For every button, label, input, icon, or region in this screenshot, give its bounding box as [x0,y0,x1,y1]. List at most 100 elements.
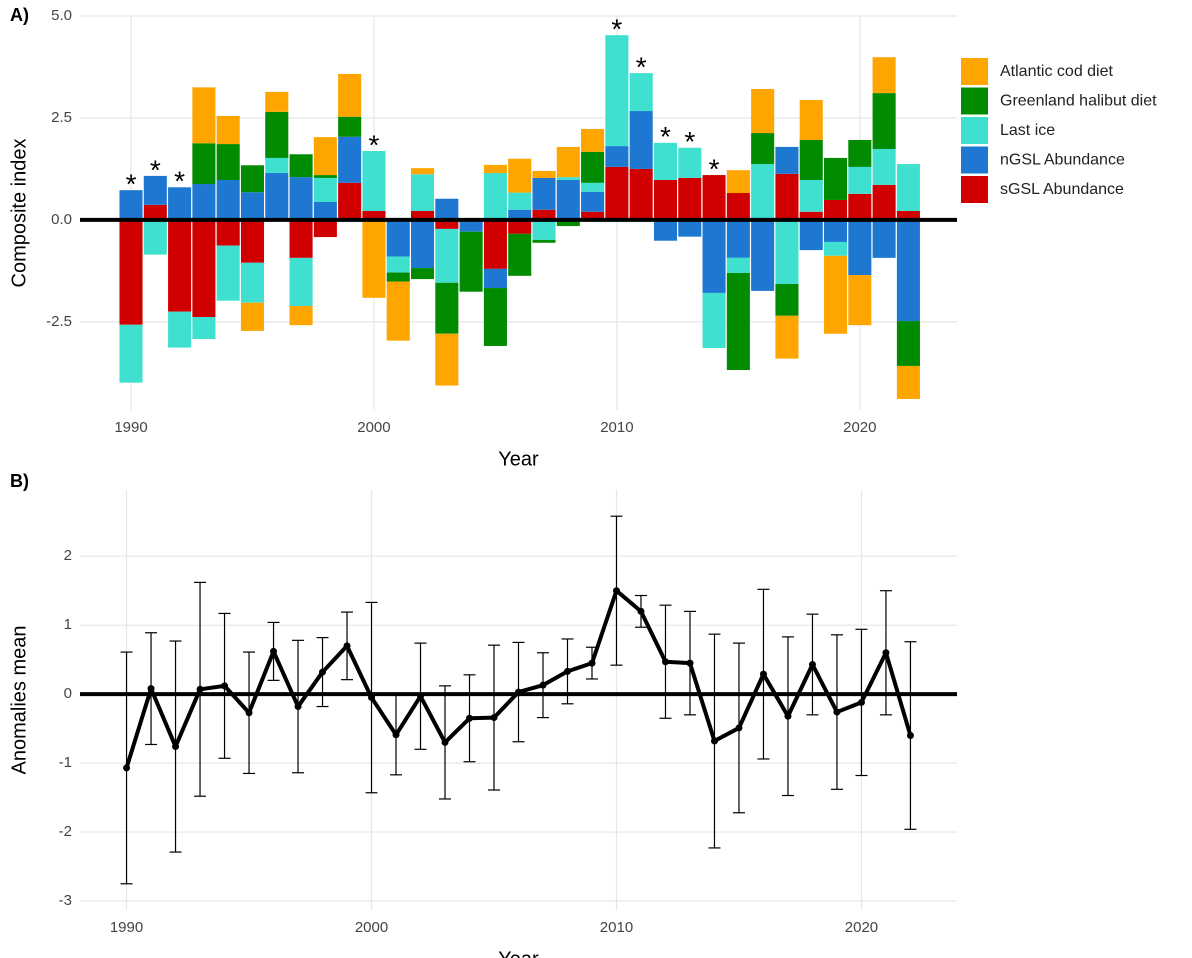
bar-segment [678,219,702,237]
bar-segment [872,184,896,220]
bar-segment [459,231,483,292]
x-axis-title: Year [498,448,539,470]
point [196,685,204,693]
point [270,647,278,655]
bar-segment [896,210,920,220]
bar-segment [240,262,265,303]
bar-segment [168,311,192,348]
y-axis-title: Anomalies mean [8,626,30,775]
bar-segment [192,143,216,185]
y-tick-label: -1 [59,754,72,771]
bar-segment [483,268,507,289]
bar-segment [799,139,823,180]
bar-segment [483,173,507,220]
point [784,712,792,720]
bar-segment [265,173,289,220]
bar-segment [556,219,580,227]
x-tick-label: 1990 [114,419,147,436]
point [882,649,890,657]
bar-segment [799,219,823,251]
point [294,703,302,711]
point [686,659,694,667]
bar-segment [338,73,362,117]
bar-segment [338,182,362,220]
bar-segment [192,87,216,144]
bar-segment [823,157,848,200]
bar-segment [532,219,556,240]
bar-segment [435,219,459,229]
bar-segment [799,100,823,140]
bar-segment [629,168,653,220]
bar-segment [872,219,896,258]
point [221,682,229,690]
bar-segment [216,144,240,180]
bar-segment [751,89,775,134]
bar-segment [508,219,532,234]
x-tick-label: 2010 [600,919,633,936]
x-tick-label: 1990 [110,919,143,936]
bar-segment [216,115,240,145]
bar-segment [775,219,799,284]
x-axis-title: Year [498,948,539,958]
bar-segment [726,170,750,194]
bar-segment [872,148,896,185]
bar-segment [216,219,240,246]
y-tick-label: 2.5 [51,109,72,126]
panel-label: B) [10,471,29,491]
bar-segment [386,272,410,282]
bar-segment [508,233,532,276]
legend-label: nGSL Abundance [1000,152,1125,169]
point [833,708,841,716]
bar-segment [386,256,410,273]
bar-segment [823,199,848,220]
bar-segment [143,204,167,220]
bar-segment [702,175,726,220]
bar-segment [508,192,532,210]
x-tick-label: 2020 [843,419,876,436]
point [759,670,767,678]
point [172,743,180,751]
bar-segment [751,219,775,291]
bar-segment [726,193,750,220]
point [343,642,351,650]
bar-segment [411,268,435,280]
bar-segment [265,91,289,112]
x-tick-label: 2000 [355,919,388,936]
bar-segment [605,146,629,167]
bar-segment [192,317,216,340]
bar-segment [605,35,629,147]
y-tick-label: 0.0 [51,211,72,228]
bar-segment [532,239,556,243]
bar-segment [119,190,143,220]
bar-segment [726,219,750,258]
x-tick-label: 2000 [357,419,390,436]
significance-marker: * [709,153,720,184]
y-tick-label: 5.0 [51,7,72,24]
point [319,668,327,676]
bar-segment [702,219,726,293]
bar-segment [216,179,240,220]
bar-segment [799,211,823,220]
bar-segment [872,93,896,149]
bar-segment [459,219,483,232]
bar-segment [775,283,799,316]
y-tick-label: -2 [59,823,72,840]
point [147,685,155,693]
bar-segment [240,302,265,331]
legend-swatch [961,117,988,144]
bar-segment [848,193,872,220]
bar-segment [411,219,435,269]
x-tick-label: 2010 [600,419,633,436]
bar-segment [435,282,459,334]
bar-segment [896,164,920,211]
significance-marker: * [174,166,185,197]
point [612,587,620,595]
bar-segment [508,158,532,193]
bar-segment [483,219,507,269]
bar-segment [556,179,580,220]
point [588,659,596,667]
legend-label: Atlantic cod diet [1000,63,1114,80]
bar-segment [313,201,337,220]
y-axis-title: Composite index [8,139,30,288]
y-tick-label: -2.5 [46,313,72,330]
